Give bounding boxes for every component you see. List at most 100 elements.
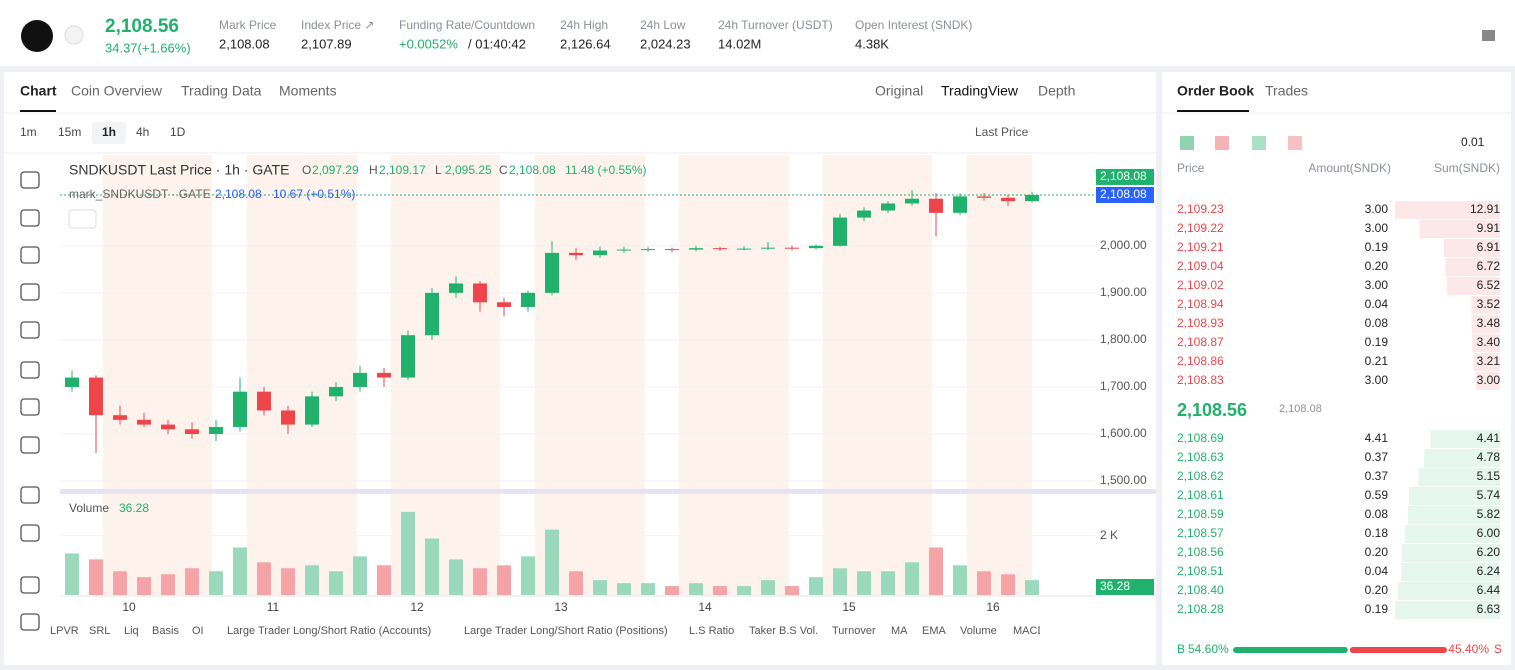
ob-amount: 0.04	[1365, 564, 1389, 578]
depth-bar	[1419, 220, 1500, 238]
ob-sum: 6.91	[1477, 240, 1501, 254]
mark-legend-title: mark_SNDKUSDT · GATE	[69, 187, 211, 201]
tool-icon[interactable]	[20, 436, 40, 454]
indicator[interactable]: Liq	[124, 625, 139, 637]
tool-icon[interactable]	[20, 398, 40, 416]
depth-bar	[1475, 372, 1500, 390]
view[interactable]: Original	[875, 83, 923, 99]
indicator[interactable]: MA	[891, 625, 908, 637]
pane-separator	[60, 489, 1156, 494]
indicator[interactable]: Large Trader Long/Short Ratio (Positions…	[464, 625, 668, 637]
candle-body	[737, 248, 751, 250]
tool-icon[interactable]	[20, 361, 40, 379]
legend-change: 11.48 (+0.55%)	[565, 163, 647, 177]
depth-bar	[1404, 525, 1500, 543]
tool-icon[interactable]	[20, 209, 40, 227]
ob-price: 2,108.62	[1177, 469, 1224, 483]
view[interactable]: TradingView	[941, 83, 1019, 99]
x-tick-label: 13	[554, 600, 568, 614]
legend-key: L	[435, 163, 442, 177]
indicator[interactable]: Taker B.S Vol.	[749, 625, 818, 637]
stat-label: Mark Price	[219, 18, 277, 32]
tool-icon[interactable]	[20, 524, 40, 542]
candle-body	[305, 396, 319, 425]
ob-amount: 4.41	[1365, 431, 1389, 445]
indicator[interactable]: L.S Ratio	[689, 625, 734, 637]
y-tick-label: 2,000.00	[1100, 238, 1147, 252]
tool-icon[interactable]	[20, 171, 40, 189]
ratio-sell-key: S	[1494, 642, 1502, 656]
price-type[interactable]: Last Price	[975, 125, 1029, 139]
tool-icon[interactable]	[20, 283, 40, 301]
interval[interactable]: 1m	[20, 125, 37, 139]
candle-body	[545, 252, 559, 293]
ob-tab[interactable]: Trades	[1265, 83, 1308, 99]
indicator[interactable]: MACD	[1013, 625, 1045, 637]
volume-bar	[257, 562, 271, 595]
ob-amount: 0.18	[1365, 526, 1389, 540]
depth-bar	[1445, 258, 1500, 276]
ob-layout-icon[interactable]	[1180, 136, 1194, 150]
volume-label: Volume	[69, 501, 109, 515]
tab-underline	[20, 110, 56, 112]
interval[interactable]: 4h	[136, 125, 149, 139]
tool-icon[interactable]	[20, 246, 40, 264]
tool-icon[interactable]	[20, 576, 40, 594]
ob-layout-icon[interactable]	[1215, 136, 1229, 150]
ob-amount: 0.19	[1365, 240, 1389, 254]
tab[interactable]: Trading Data	[181, 83, 262, 99]
indicator[interactable]: OI	[192, 625, 204, 637]
candle-body	[641, 249, 655, 251]
mark-legend-value: 2,108.08	[215, 187, 262, 201]
volume-bar	[929, 547, 943, 595]
ob-sum: 3.52	[1477, 297, 1501, 311]
view[interactable]: Depth	[1038, 83, 1075, 99]
indicator[interactable]: LPVR	[50, 625, 79, 637]
tab[interactable]: Chart	[20, 83, 57, 99]
indicator-fade	[1040, 620, 1070, 642]
mark-legend-change: 10.67 (+0.51%)	[273, 187, 355, 201]
interval[interactable]: 15m	[58, 125, 81, 139]
ob-price: 2,109.02	[1177, 278, 1224, 292]
ob-price: 2,108.87	[1177, 335, 1224, 349]
volume-bar	[809, 577, 823, 595]
ob-sum: 6.72	[1477, 259, 1501, 273]
collapse-button[interactable]	[68, 209, 97, 229]
candle-body	[977, 196, 991, 198]
tool-icon[interactable]	[20, 321, 40, 339]
volume-bar	[497, 565, 511, 595]
volume-bar	[761, 580, 775, 595]
indicator[interactable]: Large Trader Long/Short Ratio (Accounts)	[227, 625, 431, 637]
ob-layout-icon[interactable]	[1288, 136, 1302, 150]
depth-bar	[1443, 239, 1500, 257]
volume-bar	[401, 511, 415, 595]
candle-body	[1025, 194, 1039, 202]
tool-icon[interactable]	[20, 613, 40, 631]
indicator[interactable]: Volume	[960, 625, 997, 637]
indicator[interactable]: EMA	[922, 625, 947, 637]
candle-body	[329, 386, 343, 397]
volume-bar	[449, 559, 463, 595]
y-tick-label: 1,700.00	[1100, 379, 1147, 393]
indicator[interactable]: Turnover	[832, 625, 876, 637]
indicator[interactable]: SRL	[89, 625, 110, 637]
tab[interactable]: Coin Overview	[71, 83, 163, 99]
volume-bar	[185, 568, 199, 595]
interval[interactable]: 1D	[170, 125, 186, 139]
ob-layout-icon[interactable]	[1252, 136, 1266, 150]
tool-icon[interactable]	[20, 486, 40, 504]
interval[interactable]: 1h	[102, 125, 116, 139]
ob-tab[interactable]: Order Book	[1177, 83, 1254, 99]
menu-icon[interactable]	[1482, 30, 1495, 41]
candle-body	[953, 196, 967, 213]
candle-body	[473, 283, 487, 303]
ob-precision[interactable]: 0.01	[1461, 135, 1485, 149]
tab[interactable]: Moments	[279, 83, 337, 99]
volume-bar	[713, 586, 727, 595]
volume-bar	[161, 574, 175, 595]
indicator[interactable]: Basis	[152, 625, 179, 637]
volume-bar	[281, 568, 295, 595]
stat-value: 2,107.89	[301, 36, 352, 51]
ob-amount: 0.19	[1365, 602, 1389, 616]
favorite[interactable]	[64, 25, 84, 45]
